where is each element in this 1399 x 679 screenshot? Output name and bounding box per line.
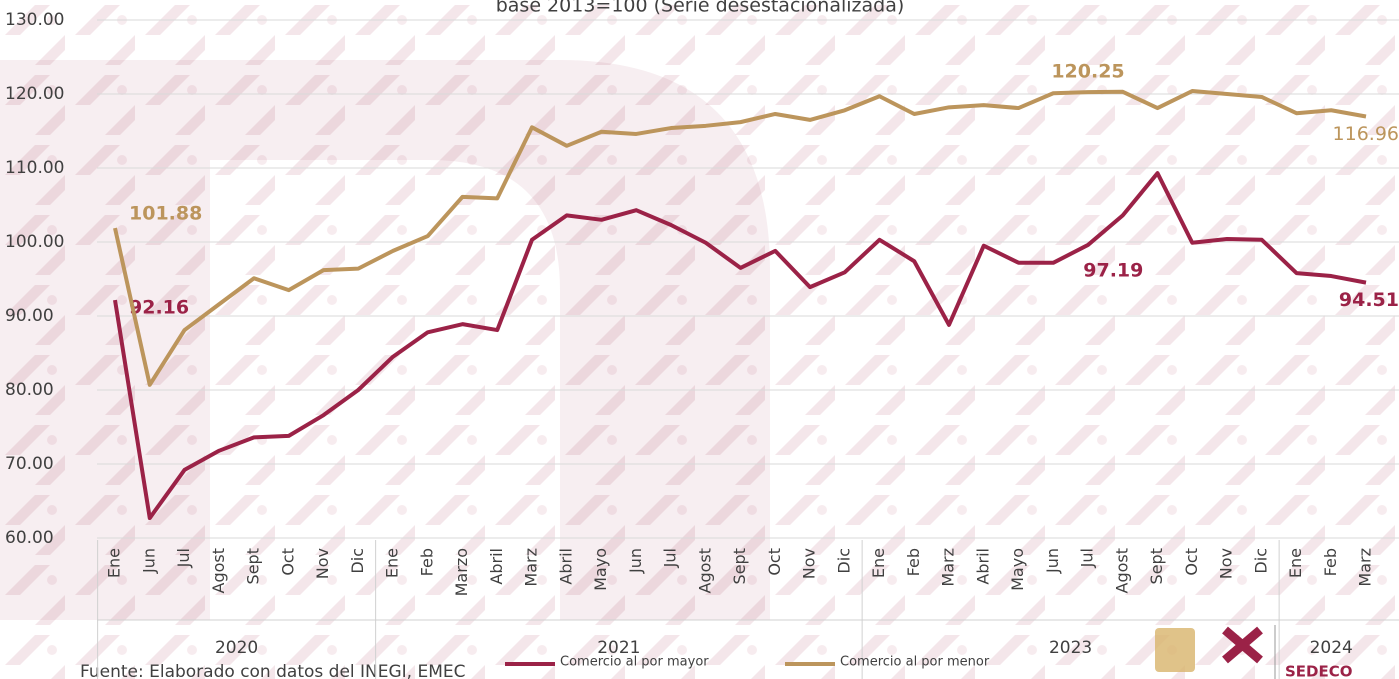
data-label: 116.96 <box>1333 123 1399 145</box>
x-tick-label: Sept <box>244 548 263 584</box>
logo-text: SEDECO <box>1285 663 1353 679</box>
x-tick-label: Nov <box>313 548 332 579</box>
group-label: 2023 <box>1049 638 1092 658</box>
x-tick-label: Feb <box>417 548 436 576</box>
x-tick-label: Agost <box>209 548 228 594</box>
x-tick-label: Agost <box>1112 548 1131 594</box>
x-tick-label: Agost <box>695 548 714 594</box>
x-tick-label: Oct <box>765 548 784 576</box>
legend-label: Comercio al por menor <box>840 655 990 670</box>
y-tick-label: 130.00 <box>5 10 64 30</box>
x-tick-label: Abril <box>487 548 506 585</box>
x-tick-label: Jul <box>1078 548 1097 568</box>
x-tick-label: Feb <box>904 548 923 576</box>
chart-title: base 2013=100 (Serie desestacionalizada) <box>496 0 905 17</box>
group-label: 2024 <box>1310 638 1353 658</box>
x-tick-label: Sept <box>1147 548 1166 584</box>
data-label: 101.88 <box>129 203 202 225</box>
x-tick-label: Marz <box>939 548 958 587</box>
y-tick-label: 120.00 <box>5 84 64 104</box>
x-tick-label: Jul <box>661 548 680 568</box>
y-tick-label: 70.00 <box>5 454 54 474</box>
x-tick-label: Marz <box>1356 548 1375 587</box>
group-label: 2020 <box>215 638 258 658</box>
legend-label: Comercio al por mayor <box>560 655 709 670</box>
x-tick-label: Ene <box>1286 548 1305 578</box>
source: Fuente: Elaborado con datos del INEGI, E… <box>80 662 466 679</box>
x-tick-label: Marzo <box>452 548 471 596</box>
chart: base 2013=100 (Serie desestacionalizada)… <box>0 0 1399 679</box>
x-tick-label: Feb <box>1321 548 1340 576</box>
x-tick-label: Dic <box>834 548 853 574</box>
x-tick-label: Nov <box>1217 548 1236 579</box>
y-tick-label: 110.00 <box>5 158 64 178</box>
x-tick-label: Ene <box>869 548 888 578</box>
data-label: 92.16 <box>129 297 189 319</box>
x-tick-label: Dic <box>1251 548 1270 574</box>
x-tick-label: Ene <box>105 548 124 578</box>
x-tick-label: Nov <box>800 548 819 579</box>
x-tick-label: Mayo <box>1008 548 1027 591</box>
data-label: 120.25 <box>1051 61 1124 83</box>
x-tick-label: Abril <box>973 548 992 585</box>
x-tick-label: Abril <box>556 548 575 585</box>
y-tick-label: 100.00 <box>5 232 64 252</box>
x-tick-label: Oct <box>278 548 297 576</box>
data-label: 97.19 <box>1083 259 1143 281</box>
x-tick-label: Oct <box>1182 548 1201 576</box>
x-tick-label: Marz <box>522 548 541 587</box>
data-label: 94.51 <box>1339 289 1399 311</box>
y-tick-label: 60.00 <box>5 528 54 548</box>
logo-shield <box>1155 628 1195 672</box>
x-tick-label: Dic <box>348 548 367 574</box>
x-tick-label: Jun <box>626 548 645 574</box>
y-tick-label: 90.00 <box>5 306 54 326</box>
x-tick-label: Ene <box>383 548 402 578</box>
x-tick-label: Jul <box>174 548 193 568</box>
x-tick-label: Jun <box>1043 548 1062 574</box>
y-tick-label: 80.00 <box>5 380 54 400</box>
x-tick-label: Jun <box>139 548 158 574</box>
x-tick-label: Mayo <box>591 548 610 591</box>
x-tick-label: Sept <box>730 548 749 584</box>
